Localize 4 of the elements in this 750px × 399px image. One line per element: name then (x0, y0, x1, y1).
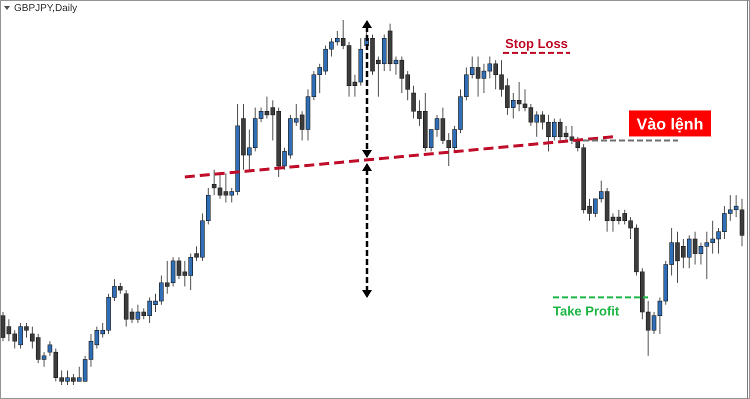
chart-title: GBPJPY,Daily (14, 3, 78, 14)
ref-line-label: Take Profit (553, 303, 620, 318)
ref-line-label: Stop Loss (505, 36, 568, 51)
ref-line-label: Vào lệnh (636, 116, 704, 134)
